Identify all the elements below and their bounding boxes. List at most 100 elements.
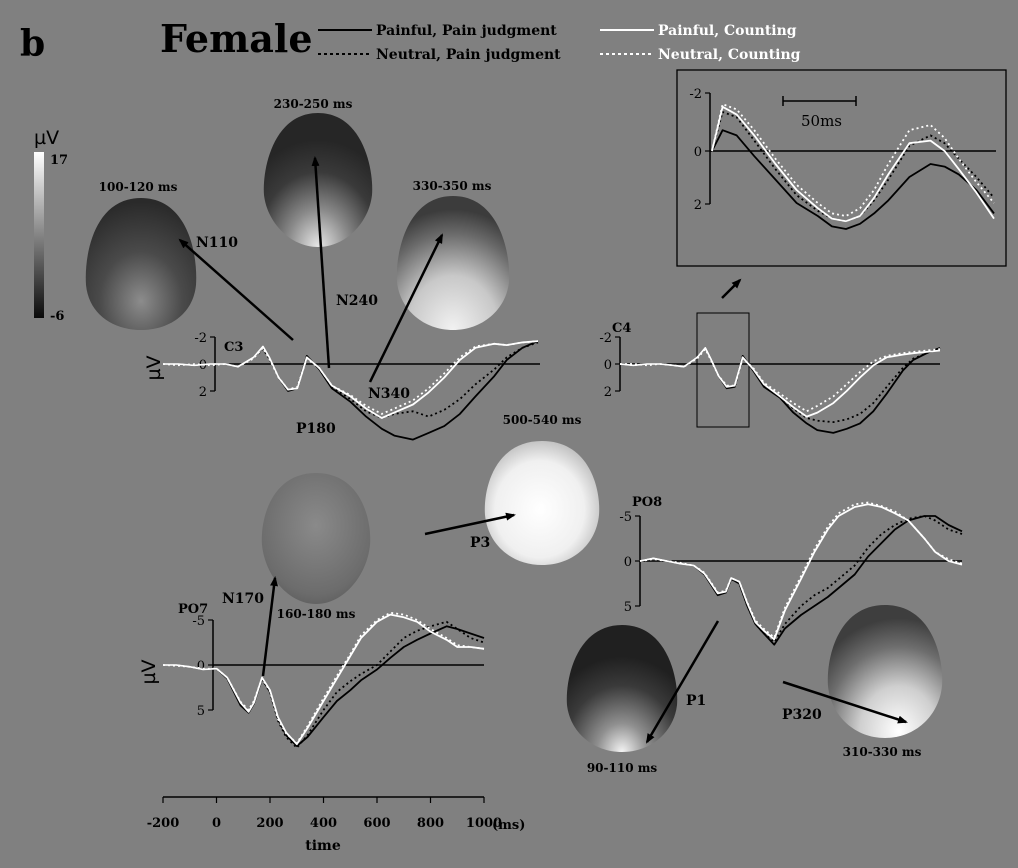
topomap-n240-time: 230-250 ms [274, 97, 353, 111]
topomap-p3-head [484, 441, 600, 565]
arrow-n170 [261, 576, 278, 677]
y-axis-label-c3: µV [143, 355, 165, 380]
y-tick-label-c4-0: -2 [599, 331, 612, 346]
zoom-region-box [696, 312, 750, 428]
erp-panel-po8: -5 0 5 PO8 [619, 495, 963, 646]
x-tick-label-5: 800 [417, 816, 444, 831]
topomap-n170: 160-180 ms N170 [222, 473, 371, 621]
arrow-n110 [178, 238, 294, 341]
series-line-c3-3 [163, 340, 539, 419]
topomap-n110-time: 100-120 ms [99, 180, 178, 194]
y-tick-label-c4-1: 0 [604, 358, 612, 373]
topomap-n170-component: N170 [222, 591, 264, 607]
p180-label: P180 [296, 421, 336, 437]
topomap-n110-component: N110 [196, 235, 238, 251]
series-line-po8-4 [639, 501, 963, 639]
x-tick-label-0: -200 [147, 816, 180, 831]
series-line-c3-2 [162, 341, 539, 419]
arrow-n240 [311, 156, 331, 369]
y-tick-label-po8-1: 0 [624, 555, 632, 570]
topomap-n240: 230-250 ms N240 [263, 97, 378, 309]
inset-scale-bar: 50ms [782, 96, 857, 130]
inset-frame [676, 69, 1007, 267]
erp-panel-c4: -2 0 2 C4 [599, 321, 941, 434]
y-tick-label-po7-1: 0 [197, 659, 205, 674]
panel-label: b [20, 23, 45, 65]
topomap-p3-time: 500-540 ms [503, 413, 582, 427]
arrow-inset [721, 278, 742, 299]
colorbar-min: -6 [50, 309, 64, 324]
colorbar-unit: µV [34, 127, 59, 149]
y-tick-label-c3-2: 2 [199, 385, 207, 400]
legend-label-painful-pain-judgment: Painful, Pain judgment [376, 23, 557, 39]
x-tick-label-1: 0 [212, 816, 221, 831]
y-tick-label-c4-inset-0: -2 [689, 87, 702, 102]
electrode-label-po8: PO8 [632, 495, 662, 510]
topomap-n340-component: N340 [368, 386, 410, 402]
topomap-p320-time: 310-330 ms [843, 745, 922, 759]
electrode-label-po7: PO7 [178, 602, 208, 617]
arrow-p3 [424, 512, 516, 536]
electrode-label-c3: C3 [224, 340, 243, 355]
topomap-n240-head [263, 113, 373, 247]
y-tick-label-po7-0: -5 [192, 614, 205, 629]
time-axis-unit: (ms) [492, 818, 525, 833]
topomap-n170-time: 160-180 ms [277, 607, 356, 621]
series-line-po7-1 [163, 625, 485, 747]
arrow-p1 [645, 620, 720, 744]
series-line-c4-inset-3 [711, 105, 995, 223]
legend: Painful, Pain judgment Neutral, Pain jud… [318, 23, 801, 63]
x-tick-label-4: 600 [363, 816, 390, 831]
y-tick-label-po8-2: 5 [624, 600, 632, 615]
y-tick-label-c4-2: 2 [604, 385, 612, 400]
series-line-c3-1 [163, 340, 539, 441]
colorbar-scale [34, 152, 44, 318]
series-line-c4-inset-2 [711, 111, 995, 223]
series-line-po7-2 [162, 620, 485, 749]
series-line-c4-4 [620, 348, 941, 413]
series-line-c4-3 [619, 346, 941, 418]
y-tick-label-po8-0: -5 [619, 510, 632, 525]
topomap-p1: 90-110 ms P1 [566, 625, 706, 775]
electrode-label-c4: C4 [612, 321, 631, 336]
chart-title: Female [160, 16, 313, 61]
colorbar: µV 17 -6 [34, 127, 68, 324]
colorbar-max: 17 [50, 153, 68, 168]
erp-panel-po7: -5 0 5 µV PO7 -200 0 200 400 600 800 1000 [138, 602, 502, 831]
y-axis-label-po7: µV [138, 659, 160, 684]
topomap-n340-time: 330-350 ms [413, 179, 492, 193]
topomap-n240-component: N240 [336, 293, 378, 309]
y-tick-label-po7-2: 5 [197, 704, 205, 719]
topomap-p1-component: P1 [686, 693, 706, 709]
legend-label-painful-counting: Painful, Counting [658, 23, 797, 39]
series-line-po7-4 [162, 611, 485, 745]
x-tick-label-3: 400 [310, 816, 337, 831]
topomap-p320-head [827, 605, 943, 738]
series-line-c4-1 [619, 346, 941, 434]
legend-label-neutral-pain-judgment: Neutral, Pain judgment [376, 47, 561, 63]
series-line-c4-inset-4 [711, 103, 995, 217]
y-tick-label-c4-inset-1: 0 [694, 145, 702, 160]
topomap-n340-head [396, 196, 510, 330]
arrow-p320 [782, 680, 908, 724]
topomap-n170-head [261, 473, 371, 604]
time-axis: (ms) time [305, 818, 525, 854]
topomap-p3-component: P3 [470, 535, 490, 551]
arrow-n340 [368, 233, 444, 383]
topomap-n340: 330-350 ms N340 [368, 179, 510, 402]
topomap-p320: 310-330 ms P320 [782, 605, 943, 759]
topomap-p3: 500-540 ms P3 [470, 413, 600, 565]
topomap-p1-head [566, 625, 678, 752]
legend-label-neutral-counting: Neutral, Counting [658, 47, 801, 63]
topomap-p320-component: P320 [782, 707, 822, 723]
series-line-po7-3 [163, 613, 485, 746]
topomap-n110-head [85, 198, 197, 330]
series-line-c4-inset-1 [711, 129, 995, 230]
x-tick-label-6: 1000 [466, 816, 502, 831]
arrows [178, 156, 908, 744]
time-axis-title: time [305, 838, 341, 854]
y-tick-label-c4-inset-2: 2 [694, 198, 702, 213]
